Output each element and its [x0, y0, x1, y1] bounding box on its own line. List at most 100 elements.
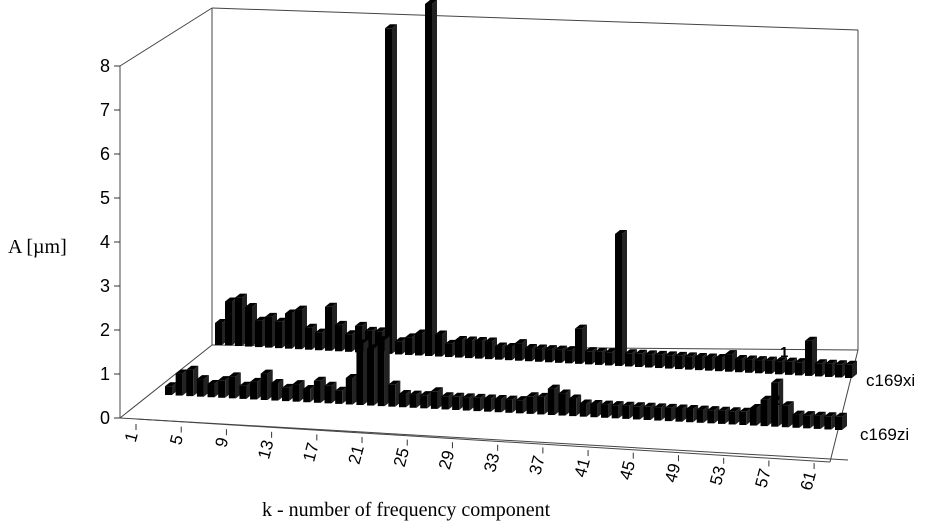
bar-top-s1-k42 [625, 349, 637, 354]
y-tick-label: 7 [100, 100, 110, 120]
bar-s1-k47 [675, 355, 682, 370]
bar-s2-k19 [356, 343, 364, 405]
bar-s2-k52 [707, 410, 715, 424]
bar-s1-k34 [545, 349, 552, 363]
bar-top-s2-k58 [771, 378, 784, 383]
bar-s1-k33 [535, 348, 542, 362]
bar-top-s1-k43 [635, 349, 647, 354]
bar-top-s1-k8 [285, 309, 297, 314]
bar-s2-k53 [718, 410, 726, 424]
bar-top-s2-k47 [654, 403, 667, 408]
x-tick-label: 41 [571, 456, 594, 479]
bar-top-s2-k22 [388, 380, 401, 385]
bar-top-s1-k5 [255, 316, 267, 321]
bar-s1-k44 [645, 354, 652, 368]
bar-s2-k11 [271, 382, 279, 401]
row-label-2: 2 [772, 392, 780, 409]
bar-s2-k64 [835, 416, 842, 430]
bar-s1-k14 [345, 334, 352, 352]
bar-s2-k59 [781, 405, 789, 428]
x-tick-label: 13 [254, 438, 277, 461]
bar-s1-k55 [755, 360, 762, 374]
bar-top-s2-k33 [505, 395, 518, 400]
bar-s1-k4 [245, 306, 252, 347]
bar-top-s1-k34 [545, 345, 557, 350]
bar-top-s1-k46 [665, 351, 677, 356]
bar-top-s2-k4 [196, 375, 209, 380]
bar-top-s2-k62 [813, 411, 826, 416]
bar-s1-k29 [495, 346, 502, 360]
bar-top-s2-k9 [250, 377, 263, 382]
bar-top-s2-k6 [218, 376, 231, 381]
bar-s2-k7 [228, 376, 236, 399]
bar-top-s2-k50 [686, 405, 699, 410]
bar-s1-k10 [305, 327, 312, 350]
bar-s1-k54 [745, 359, 752, 373]
bar-s1-k30 [505, 346, 512, 361]
bar-s2-k37 [547, 388, 555, 415]
bar-s2-k62 [813, 415, 821, 429]
bar-top-s1-k22 [425, 0, 437, 4]
bar-top-s1-k35 [555, 345, 567, 350]
bar-s2-k39 [569, 398, 577, 417]
bar-s1-k38 [585, 351, 592, 365]
bar-s2-k48 [664, 407, 672, 422]
bar-top-s1-k41 [615, 229, 627, 234]
bar-top-s2-k12 [281, 383, 294, 388]
bar-top-s1-k61 [815, 359, 827, 364]
bar-top-s1-k17 [375, 327, 387, 332]
bar-top-s1-k30 [505, 342, 517, 347]
bar-top-s2-k26 [430, 387, 443, 392]
bar-s2-k33 [505, 399, 513, 413]
bar-s2-k4 [196, 379, 204, 397]
bar-side-s1-k22 [432, 0, 437, 356]
y-tick-label: 1 [100, 364, 110, 384]
frame-line-0 [119, 7, 213, 67]
bar-s2-k18 [345, 378, 353, 405]
bar-s2-k63 [824, 416, 832, 430]
bar-top-s2-k63 [824, 412, 837, 417]
bar-top-s2-k17 [335, 386, 348, 391]
bar-top-s1-k54 [745, 355, 757, 360]
bar-s2-k25 [420, 395, 428, 409]
bar-s2-k49 [675, 408, 683, 422]
bar-s2-k8 [239, 385, 247, 399]
x-tick-label: 29 [435, 448, 458, 471]
x-tick-label: 25 [390, 446, 413, 469]
bar-s1-k60 [805, 340, 812, 376]
frame-line-1 [211, 7, 859, 31]
bar-top-s1-k55 [755, 356, 767, 361]
bar-top-s2-k59 [781, 401, 794, 406]
bar-top-s1-k10 [305, 323, 317, 328]
bar-top-s1-k9 [295, 305, 307, 310]
bar-top-s2-k21 [377, 336, 390, 341]
bar-top-s1-k13 [335, 320, 347, 325]
bar-s2-k17 [335, 390, 343, 404]
x-tick-label: 49 [661, 461, 684, 484]
bar-top-s1-k26 [465, 336, 477, 341]
legend-entry-c169xi: c169xi [866, 371, 915, 390]
bar-s1-k39 [595, 351, 602, 365]
bar-top-s1-k53 [735, 355, 747, 360]
bar-top-s2-k2 [175, 369, 188, 374]
y-tick-label: 5 [100, 188, 110, 208]
bar-top-s1-k24 [445, 339, 457, 344]
bar-top-s1-k21 [415, 329, 427, 334]
bar-top-s2-k36 [537, 392, 550, 397]
bar-s1-k52 [725, 354, 732, 372]
bar-s2-k57 [760, 399, 768, 427]
bar-top-s1-k6 [265, 312, 277, 317]
bar-s2-k42 [601, 404, 609, 418]
bar-s1-k56 [765, 360, 772, 374]
bar-s2-k58 [771, 382, 779, 427]
bar-s1-k2 [225, 301, 232, 346]
bar-s2-k9 [250, 381, 258, 400]
bar-s1-k8 [285, 313, 292, 349]
bar-s2-k16 [324, 385, 332, 404]
bar-top-s1-k60 [805, 336, 817, 341]
bar-s2-k35 [526, 396, 534, 414]
bar-s2-k26 [430, 391, 438, 409]
bar-top-s1-k3 [235, 293, 247, 298]
bar-s1-k24 [445, 343, 452, 358]
bar-s1-k22 [425, 4, 432, 356]
